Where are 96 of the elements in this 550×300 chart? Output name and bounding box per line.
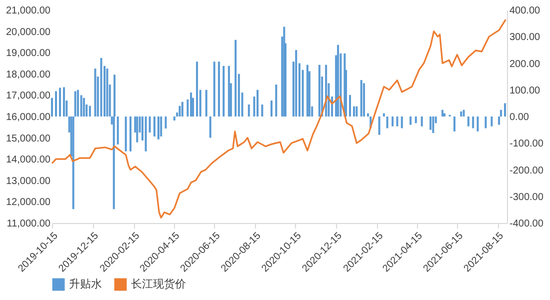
y-tick-label: 15,000.00 — [6, 133, 51, 144]
bar — [209, 116, 212, 138]
bar — [178, 106, 181, 116]
bar — [190, 92, 192, 116]
bar — [453, 116, 456, 132]
y2-tick-label: 100.00 — [510, 85, 541, 96]
bar — [386, 116, 388, 128]
bar — [430, 116, 432, 130]
bar — [205, 90, 208, 116]
bar — [54, 91, 57, 116]
bar — [228, 66, 230, 116]
bar — [490, 116, 493, 126]
y2-tick-label: 200.00 — [510, 58, 541, 70]
y-tick-label: 21,000.00 — [6, 6, 51, 16]
bar — [124, 116, 127, 152]
bar — [410, 116, 412, 125]
y-tick-label: 13,000.00 — [6, 176, 51, 187]
y2-tick-label: 300.00 — [510, 32, 541, 44]
bar — [94, 68, 96, 116]
bar — [136, 116, 138, 142]
bar — [462, 110, 465, 116]
bar — [51, 98, 53, 116]
bar — [500, 110, 502, 116]
legend-label: 长江现货价 — [131, 278, 186, 291]
bar — [353, 106, 356, 116]
bar — [382, 113, 385, 116]
bar — [498, 116, 500, 125]
bar — [76, 90, 79, 116]
bar — [181, 102, 184, 116]
bar — [443, 113, 446, 116]
bar — [144, 116, 147, 152]
bar — [318, 64, 320, 116]
bar — [106, 68, 108, 116]
bar — [82, 98, 85, 116]
bar — [256, 90, 259, 116]
bar — [476, 116, 479, 132]
bar — [74, 91, 76, 116]
bar — [218, 62, 220, 116]
bar — [164, 116, 167, 128]
legend-label: 升贴水 — [69, 278, 102, 291]
bar — [58, 88, 61, 116]
line-series — [51, 18, 506, 218]
bar — [420, 116, 423, 126]
bar — [261, 104, 264, 116]
bar — [148, 116, 151, 132]
bar — [234, 40, 237, 116]
y2-tick-label: 400.00 — [510, 6, 541, 16]
y-tick-label: 18,000.00 — [6, 69, 51, 80]
bar — [306, 64, 308, 116]
bar — [116, 116, 119, 144]
bar — [400, 116, 403, 128]
bar — [362, 83, 365, 116]
bar — [88, 106, 91, 116]
bar — [129, 116, 132, 152]
bar — [100, 58, 102, 116]
bar — [160, 116, 162, 136]
bar — [157, 116, 160, 140]
bar — [173, 116, 176, 120]
y-tick-label: 20,000.00 — [6, 26, 51, 38]
y-tick-label: 11,000.00 — [6, 218, 51, 230]
bar — [356, 106, 358, 116]
y2-tick-label: -300.00 — [510, 192, 544, 203]
bar — [222, 66, 225, 116]
bar — [153, 116, 156, 136]
bar — [325, 64, 328, 116]
bar — [213, 62, 216, 116]
bar — [378, 116, 380, 135]
bar — [441, 110, 444, 116]
bar — [396, 116, 398, 126]
bar — [392, 116, 394, 126]
bar — [337, 44, 340, 116]
bar — [366, 113, 369, 116]
bar — [432, 116, 434, 134]
bar — [295, 50, 298, 116]
y-tick-label: 12,000.00 — [6, 197, 51, 208]
y-tick-label: 14,000.00 — [6, 154, 51, 166]
bar — [467, 116, 470, 126]
y2-tick-label: -400.00 — [510, 218, 544, 230]
y2-tick-label: -200.00 — [510, 165, 544, 176]
bar — [460, 111, 462, 116]
bar — [270, 100, 273, 116]
bar — [484, 116, 487, 128]
bar — [360, 80, 362, 116]
y-tick-label: 19,000.00 — [6, 48, 51, 60]
bar — [248, 104, 250, 116]
bar — [349, 94, 352, 116]
bar — [196, 62, 198, 116]
bar — [414, 116, 417, 124]
y-tick-label: 17,000.00 — [6, 90, 51, 102]
y2-tick-label: 0.00 — [510, 112, 530, 123]
bar — [72, 116, 74, 210]
y2-tick-label: -100.00 — [510, 138, 544, 150]
bar — [472, 116, 474, 128]
bar — [275, 84, 278, 116]
y-tick-label: 16,000.00 — [6, 112, 51, 123]
bar — [504, 103, 506, 116]
